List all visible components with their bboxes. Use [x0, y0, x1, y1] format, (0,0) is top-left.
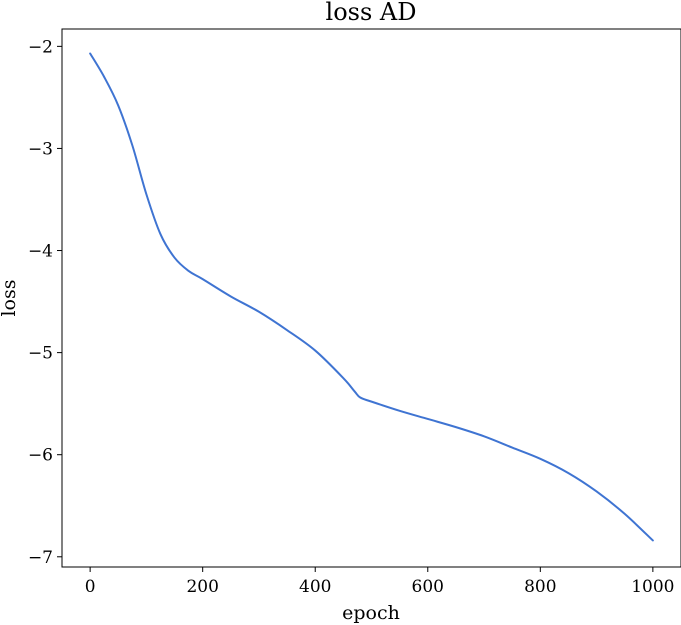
axes-frame — [61, 28, 681, 568]
y-tick-label-4: −6 — [28, 446, 53, 466]
x-axis-label: epoch — [342, 602, 400, 624]
chart-title: loss AD — [326, 0, 417, 26]
x-axis: 0 200 400 600 800 1000 — [85, 567, 674, 597]
x-tick-label-1: 200 — [186, 577, 218, 597]
y-tick-label-0: −2 — [28, 37, 53, 57]
x-tick-label-2: 400 — [299, 577, 331, 597]
x-tick-label-0: 0 — [85, 577, 96, 597]
y-tick-label-5: −7 — [28, 548, 53, 568]
y-axis-label: loss — [0, 279, 20, 316]
x-tick-label-5: 1000 — [631, 577, 674, 597]
x-tick-label-4: 800 — [524, 577, 556, 597]
y-tick-label-2: −4 — [28, 242, 53, 262]
plot-area — [89, 52, 654, 542]
series-line-0 — [89, 52, 654, 542]
y-tick-label-3: −5 — [28, 344, 53, 364]
x-tick-label-3: 600 — [412, 577, 444, 597]
y-axis: −2 −3 −4 −5 −6 −7 — [28, 37, 62, 568]
y-tick-label-1: −3 — [28, 139, 53, 159]
